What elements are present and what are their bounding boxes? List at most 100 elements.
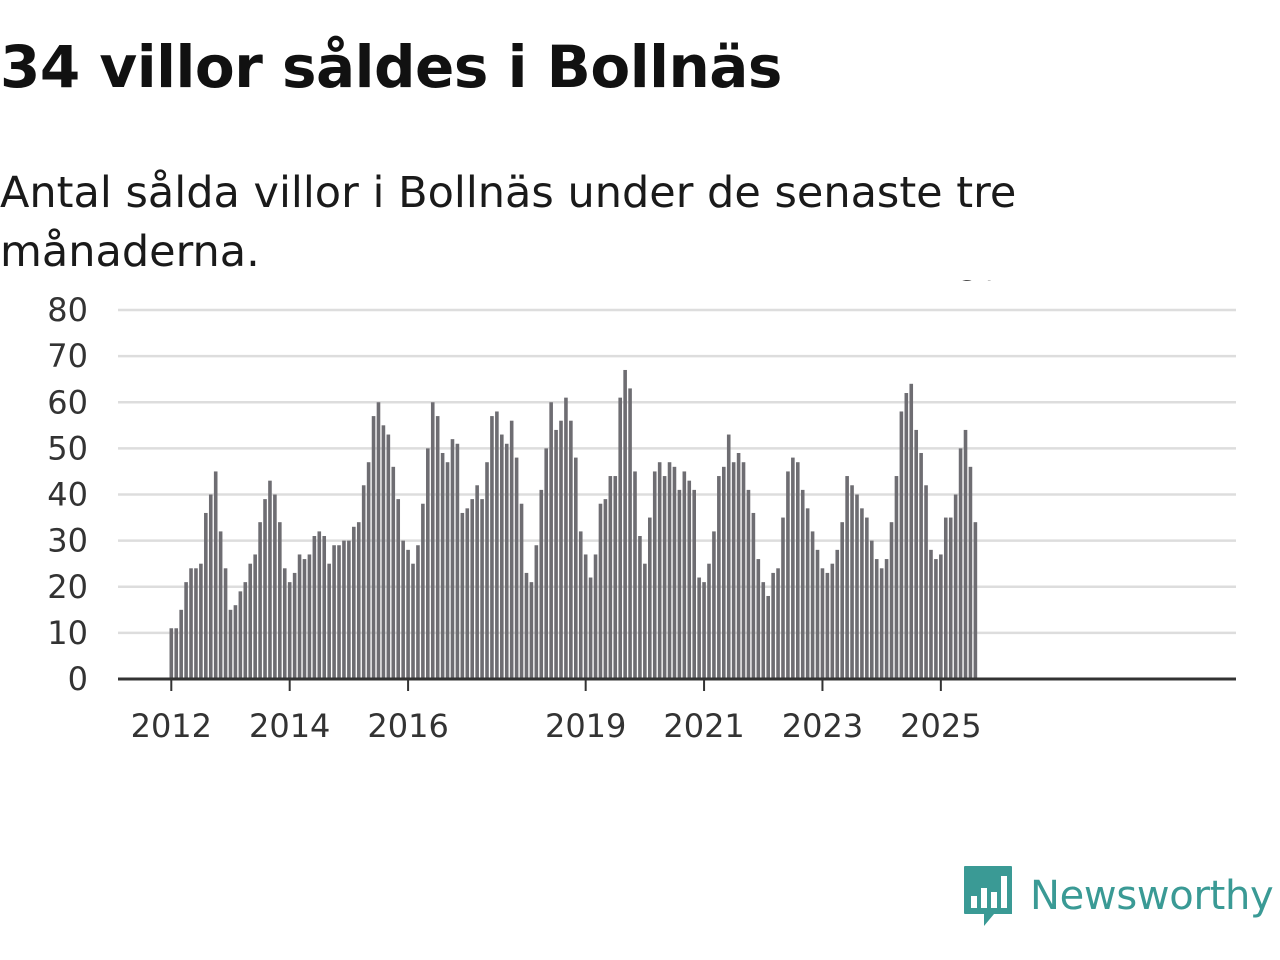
bar — [879, 568, 884, 679]
bar — [406, 549, 410, 679]
bar — [919, 452, 923, 679]
bar — [233, 605, 238, 679]
bar — [243, 582, 248, 679]
bar — [490, 416, 494, 679]
bar — [282, 568, 287, 679]
bar — [697, 577, 701, 679]
bar — [194, 568, 198, 679]
bar — [514, 457, 519, 679]
bar — [672, 466, 677, 679]
bar — [564, 397, 568, 679]
bar — [756, 559, 761, 679]
bar — [830, 563, 835, 679]
y-tick-label-60: 60 — [47, 383, 88, 421]
bar — [736, 452, 741, 679]
bar — [421, 503, 425, 679]
bar — [800, 489, 805, 679]
bar — [845, 476, 849, 679]
bar — [657, 462, 662, 679]
y-tick-label-50: 50 — [47, 429, 88, 467]
bar — [401, 540, 405, 679]
bar — [500, 434, 504, 679]
bar — [682, 471, 687, 679]
bar — [894, 476, 899, 679]
bar — [208, 494, 213, 679]
bar — [578, 531, 583, 679]
bar — [371, 416, 376, 679]
bar — [263, 499, 267, 679]
bar — [534, 545, 539, 679]
bar — [465, 508, 470, 679]
x-tick-label-2019: 2019 — [545, 707, 626, 745]
bar — [741, 462, 746, 679]
newsworthy-brand[interactable]: Newsworthy — [962, 864, 1274, 928]
bar — [184, 582, 188, 679]
bar — [352, 526, 356, 679]
x-tick-label-2012: 2012 — [131, 707, 212, 745]
bar — [307, 554, 312, 679]
bar — [544, 448, 549, 679]
x-tick-label-2025: 2025 — [900, 707, 981, 745]
bar — [766, 595, 770, 679]
highlight-value-label: 34 — [959, 280, 995, 287]
bar — [924, 485, 928, 679]
bar — [361, 485, 366, 679]
bar — [445, 462, 450, 679]
y-tick-label-20: 20 — [47, 568, 88, 606]
bar — [366, 462, 371, 679]
bar — [638, 536, 642, 679]
bar — [569, 420, 573, 679]
bar — [968, 466, 973, 679]
bar — [929, 549, 933, 679]
bar — [712, 531, 716, 679]
bar — [218, 531, 223, 679]
y-tick-label-70: 70 — [47, 337, 88, 375]
bar — [869, 540, 874, 679]
bar — [939, 554, 943, 679]
bar — [381, 425, 386, 679]
bar — [376, 402, 381, 679]
bar — [904, 393, 909, 679]
bar — [934, 559, 938, 679]
bar — [509, 420, 514, 679]
x-tick-label-2023: 2023 — [782, 707, 863, 745]
bar — [317, 531, 322, 679]
bar — [312, 536, 317, 679]
chart-title: 34 villor såldes i Bollnäs — [0, 33, 782, 101]
bar — [524, 572, 529, 679]
bar — [909, 383, 914, 679]
bar — [583, 554, 588, 679]
bar — [258, 522, 262, 679]
bar — [549, 402, 553, 679]
bar — [416, 545, 420, 679]
bar — [948, 517, 953, 679]
bar — [855, 494, 859, 679]
brand-name: Newsworthy — [1030, 873, 1274, 919]
bar — [667, 462, 672, 679]
bar — [623, 369, 627, 679]
y-tick-label-10: 10 — [47, 614, 88, 652]
bar — [223, 568, 228, 679]
bar — [786, 471, 790, 679]
bar — [958, 448, 963, 679]
bar — [495, 411, 499, 679]
bar — [652, 471, 657, 679]
bar — [835, 549, 840, 679]
bar — [238, 591, 243, 679]
bar — [840, 522, 844, 679]
bar — [174, 628, 179, 679]
bar — [519, 503, 524, 679]
bar — [598, 503, 603, 679]
bar — [973, 522, 978, 679]
bar — [411, 563, 415, 679]
bar — [810, 531, 815, 679]
bar — [199, 563, 203, 679]
bar — [287, 582, 292, 679]
value-label-halo — [949, 280, 982, 296]
bar — [460, 512, 465, 679]
bar — [721, 466, 726, 679]
bar — [450, 439, 455, 679]
bar — [608, 476, 613, 679]
bar — [455, 443, 460, 679]
bar — [253, 554, 257, 679]
